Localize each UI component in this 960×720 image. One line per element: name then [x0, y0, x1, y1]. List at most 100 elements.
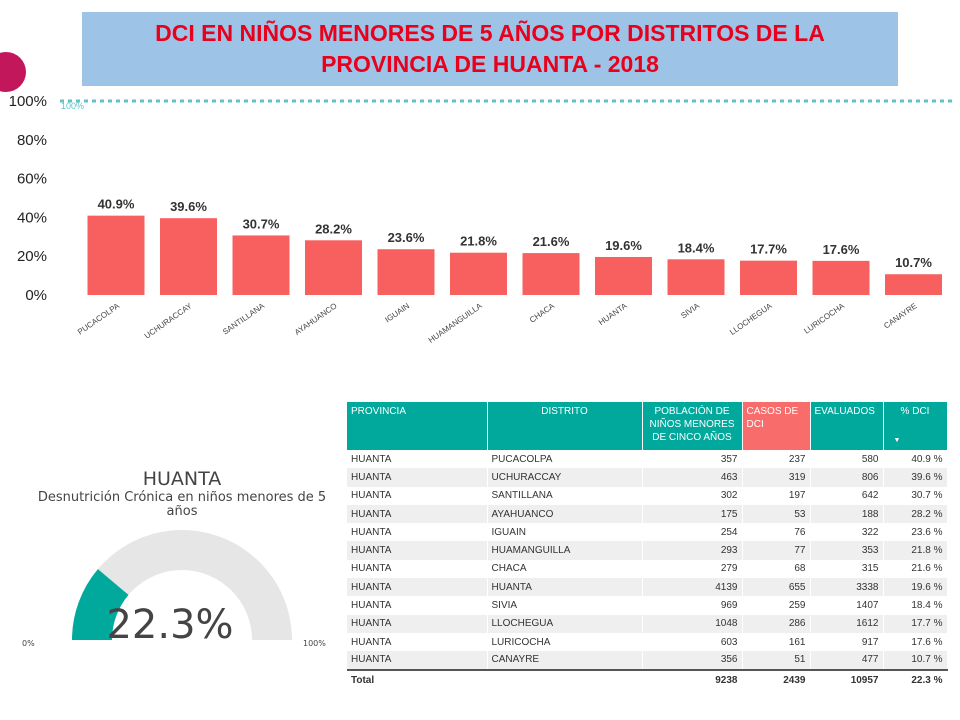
header-poblacion[interactable]: POBLACIÓN DE NIÑOS MENORES DE CINCO AÑOS	[642, 402, 743, 450]
total-casos: 2439	[742, 668, 811, 690]
header-casos[interactable]: CASOS DE DCI	[742, 402, 811, 450]
table-row[interactable]: HUANTA CANAYRE 356 51 477 10.7 %	[347, 651, 948, 670]
cell-evaluados: 806	[810, 468, 884, 487]
cell-provincia: HUANTA	[347, 614, 488, 633]
x-category-label: LURICOCHA	[802, 301, 846, 336]
decorative-corner-shape	[0, 52, 26, 92]
y-tick-label: 60%	[17, 171, 47, 188]
cell-evaluados: 580	[810, 450, 884, 469]
bar-canayre	[885, 274, 942, 295]
x-category-label: PUCACOLPA	[76, 301, 122, 337]
cell-poblacion: 302	[642, 486, 743, 505]
cell-poblacion: 293	[642, 541, 743, 560]
table-row[interactable]: HUANTA HUAMANGUILLA 293 77 353 21.8 %	[347, 541, 948, 560]
cell-distrito: LLOCHEGUA	[487, 614, 643, 633]
header-pct-label: % DCI	[900, 406, 930, 417]
cell-provincia: HUANTA	[347, 450, 488, 469]
bar-iguain	[377, 249, 435, 295]
header-casos-line-2: DCI	[746, 419, 764, 430]
cell-evaluados: 353	[810, 541, 884, 560]
cell-casos: 259	[742, 596, 811, 615]
cell-poblacion: 357	[642, 450, 743, 469]
data-label: 21.8%	[460, 234, 497, 249]
cell-evaluados: 477	[810, 651, 884, 670]
gauge-chart: 22.3% 0% 100%	[22, 530, 326, 648]
gauge-subtitle-line-1: Desnutrición Crónica en niños menores de…	[37, 490, 327, 505]
cell-distrito: SIVIA	[487, 596, 643, 615]
bar-huanta	[595, 256, 652, 295]
header-evaluados[interactable]: EVALUADOS	[810, 402, 884, 450]
x-category-label: CANAYRE	[882, 301, 918, 330]
header-provincia-label: PROVINCIA	[351, 406, 407, 417]
dci-table: PROVINCIA DISTRITO POBLACIÓN DE NIÑOS ME…	[347, 402, 948, 690]
cell-distrito: HUAMANGUILLA	[487, 541, 643, 560]
cell-distrito: AYAHUANCO	[487, 504, 643, 524]
y-tick-label: 100%	[9, 93, 47, 110]
header-casos-line-1: CASOS DE	[746, 406, 799, 417]
cell-pct: 21.6 %	[883, 559, 948, 579]
cell-evaluados: 315	[810, 559, 884, 579]
bar-chaca	[522, 253, 580, 295]
cell-evaluados: 642	[810, 486, 884, 505]
cell-pct: 10.7 %	[883, 651, 948, 670]
cell-distrito: LURICOCHA	[487, 632, 643, 652]
table-row[interactable]: HUANTA CHACA 279 68 315 21.6 %	[347, 559, 948, 579]
cell-evaluados: 1407	[810, 596, 884, 615]
cell-provincia: HUANTA	[347, 578, 488, 597]
bar-santillana	[232, 235, 290, 295]
table-row[interactable]: HUANTA AYAHUANCO 175 53 188 28.2 %	[347, 504, 948, 524]
cell-distrito: SANTILLANA	[487, 486, 643, 505]
cell-casos: 237	[742, 450, 811, 469]
total-distrito-empty	[487, 668, 643, 690]
header-pct-dci[interactable]: % DCI ▼	[883, 402, 948, 450]
x-category-label: LLOCHEGUA	[728, 301, 774, 337]
table-row[interactable]: HUANTA IGUAIN 254 76 322 23.6 %	[347, 523, 948, 542]
table-row[interactable]: HUANTA PUCACOLPA 357 237 580 40.9 %	[347, 450, 948, 469]
cell-provincia: HUANTA	[347, 651, 488, 670]
bar-uchuraccay	[160, 218, 217, 295]
cell-casos: 68	[742, 559, 811, 579]
cell-pct: 18.4 %	[883, 596, 948, 615]
bar-huamanguilla	[450, 252, 507, 295]
table-row[interactable]: HUANTA UCHURACCAY 463 319 806 39.6 %	[347, 468, 948, 487]
x-category-label: CHACA	[528, 301, 557, 325]
header-poblacion-line-3: DE CINCO AÑOS	[652, 432, 732, 443]
cell-casos: 161	[742, 632, 811, 652]
cell-casos: 77	[742, 541, 811, 560]
table-row[interactable]: HUANTA HUANTA 4139 655 3338 19.6 %	[347, 578, 948, 597]
header-evaluados-label: EVALUADOS	[814, 406, 875, 417]
table-row[interactable]: HUANTA LURICOCHA 603 161 917 17.6 %	[347, 632, 948, 652]
cell-poblacion: 279	[642, 559, 743, 579]
data-label: 18.4%	[678, 240, 715, 255]
gauge-value: 22.3%	[106, 602, 233, 648]
bar-luricocha	[812, 260, 870, 295]
total-poblacion: 9238	[642, 668, 743, 690]
cell-provincia: HUANTA	[347, 559, 488, 579]
cell-provincia: HUANTA	[347, 468, 488, 487]
cell-provincia: HUANTA	[347, 632, 488, 652]
cell-poblacion: 175	[642, 504, 743, 524]
cell-evaluados: 1612	[810, 614, 884, 633]
header-distrito[interactable]: DISTRITO	[487, 402, 643, 450]
cell-pct: 30.7 %	[883, 486, 948, 505]
x-category-label: HUAMANGUILLA	[427, 301, 484, 345]
header-provincia[interactable]: PROVINCIA	[347, 402, 488, 450]
table-row[interactable]: HUANTA LLOCHEGUA 1048 286 1612 17.7 %	[347, 614, 948, 633]
cell-pct: 19.6 %	[883, 578, 948, 597]
cell-pct: 28.2 %	[883, 504, 948, 524]
cell-distrito: CANAYRE	[487, 651, 643, 670]
x-category-label: SIVIA	[679, 301, 701, 320]
gauge-fill	[72, 569, 129, 640]
cell-casos: 197	[742, 486, 811, 505]
table-body: HUANTA PUCACOLPA 357 237 580 40.9 % HUANTA UCHU…	[347, 450, 948, 670]
cell-poblacion: 254	[642, 523, 743, 542]
table-row[interactable]: HUANTA SIVIA 969 259 1407 18.4 %	[347, 596, 948, 615]
gauge-min-label: 0%	[22, 639, 35, 648]
cell-poblacion: 4139	[642, 578, 743, 597]
y-tick-label: 80%	[17, 132, 47, 149]
table-row[interactable]: HUANTA SANTILLANA 302 197 642 30.7 %	[347, 486, 948, 505]
table-total-row: Total 9238 2439 10957 22.3 %	[347, 668, 948, 690]
data-label: 28.2%	[315, 221, 352, 236]
cell-casos: 76	[742, 523, 811, 542]
cell-evaluados: 322	[810, 523, 884, 542]
